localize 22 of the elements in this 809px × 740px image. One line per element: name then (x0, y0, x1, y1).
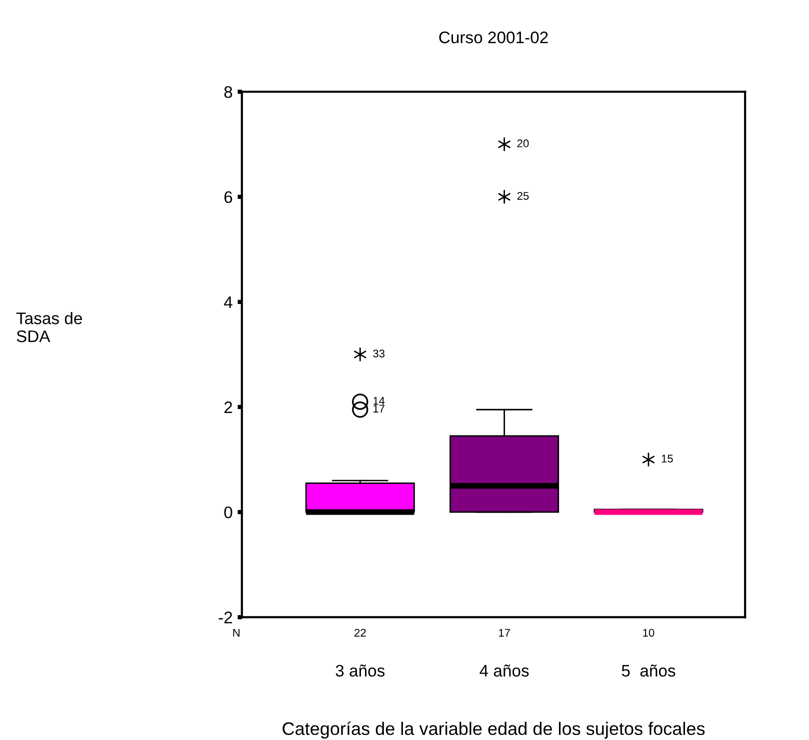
y-tick-label: 6 (224, 191, 232, 204)
text: 10 (643, 628, 654, 637)
y-tick-label: -2 (218, 612, 232, 624)
annotation: 15 (662, 454, 673, 463)
text: 17 (498, 628, 510, 637)
x-tick-label: 5 años (622, 664, 676, 677)
chart-title: Curso 2001-02 (439, 32, 548, 44)
text: Tasas de SDA (16, 312, 82, 342)
annotation: 20 (517, 139, 529, 148)
y-tick-label: 8 (224, 86, 232, 98)
annotation: 17 (373, 404, 384, 412)
y-tick-label: 0 (224, 506, 232, 518)
text: N (233, 628, 240, 637)
y-tick-label: 4 (224, 296, 232, 308)
x-axis-title: Categorías de la variable edad de los sujetos focales (282, 722, 705, 739)
annotation: 25 (517, 192, 529, 200)
x-tick-label: 4 años (480, 664, 529, 677)
annotation: 14 (373, 396, 385, 405)
y-tick-label: 2 (224, 401, 232, 414)
text: 22 (354, 628, 366, 637)
x-tick-label: 3 años (336, 664, 385, 677)
annotation: 33 (373, 350, 384, 358)
